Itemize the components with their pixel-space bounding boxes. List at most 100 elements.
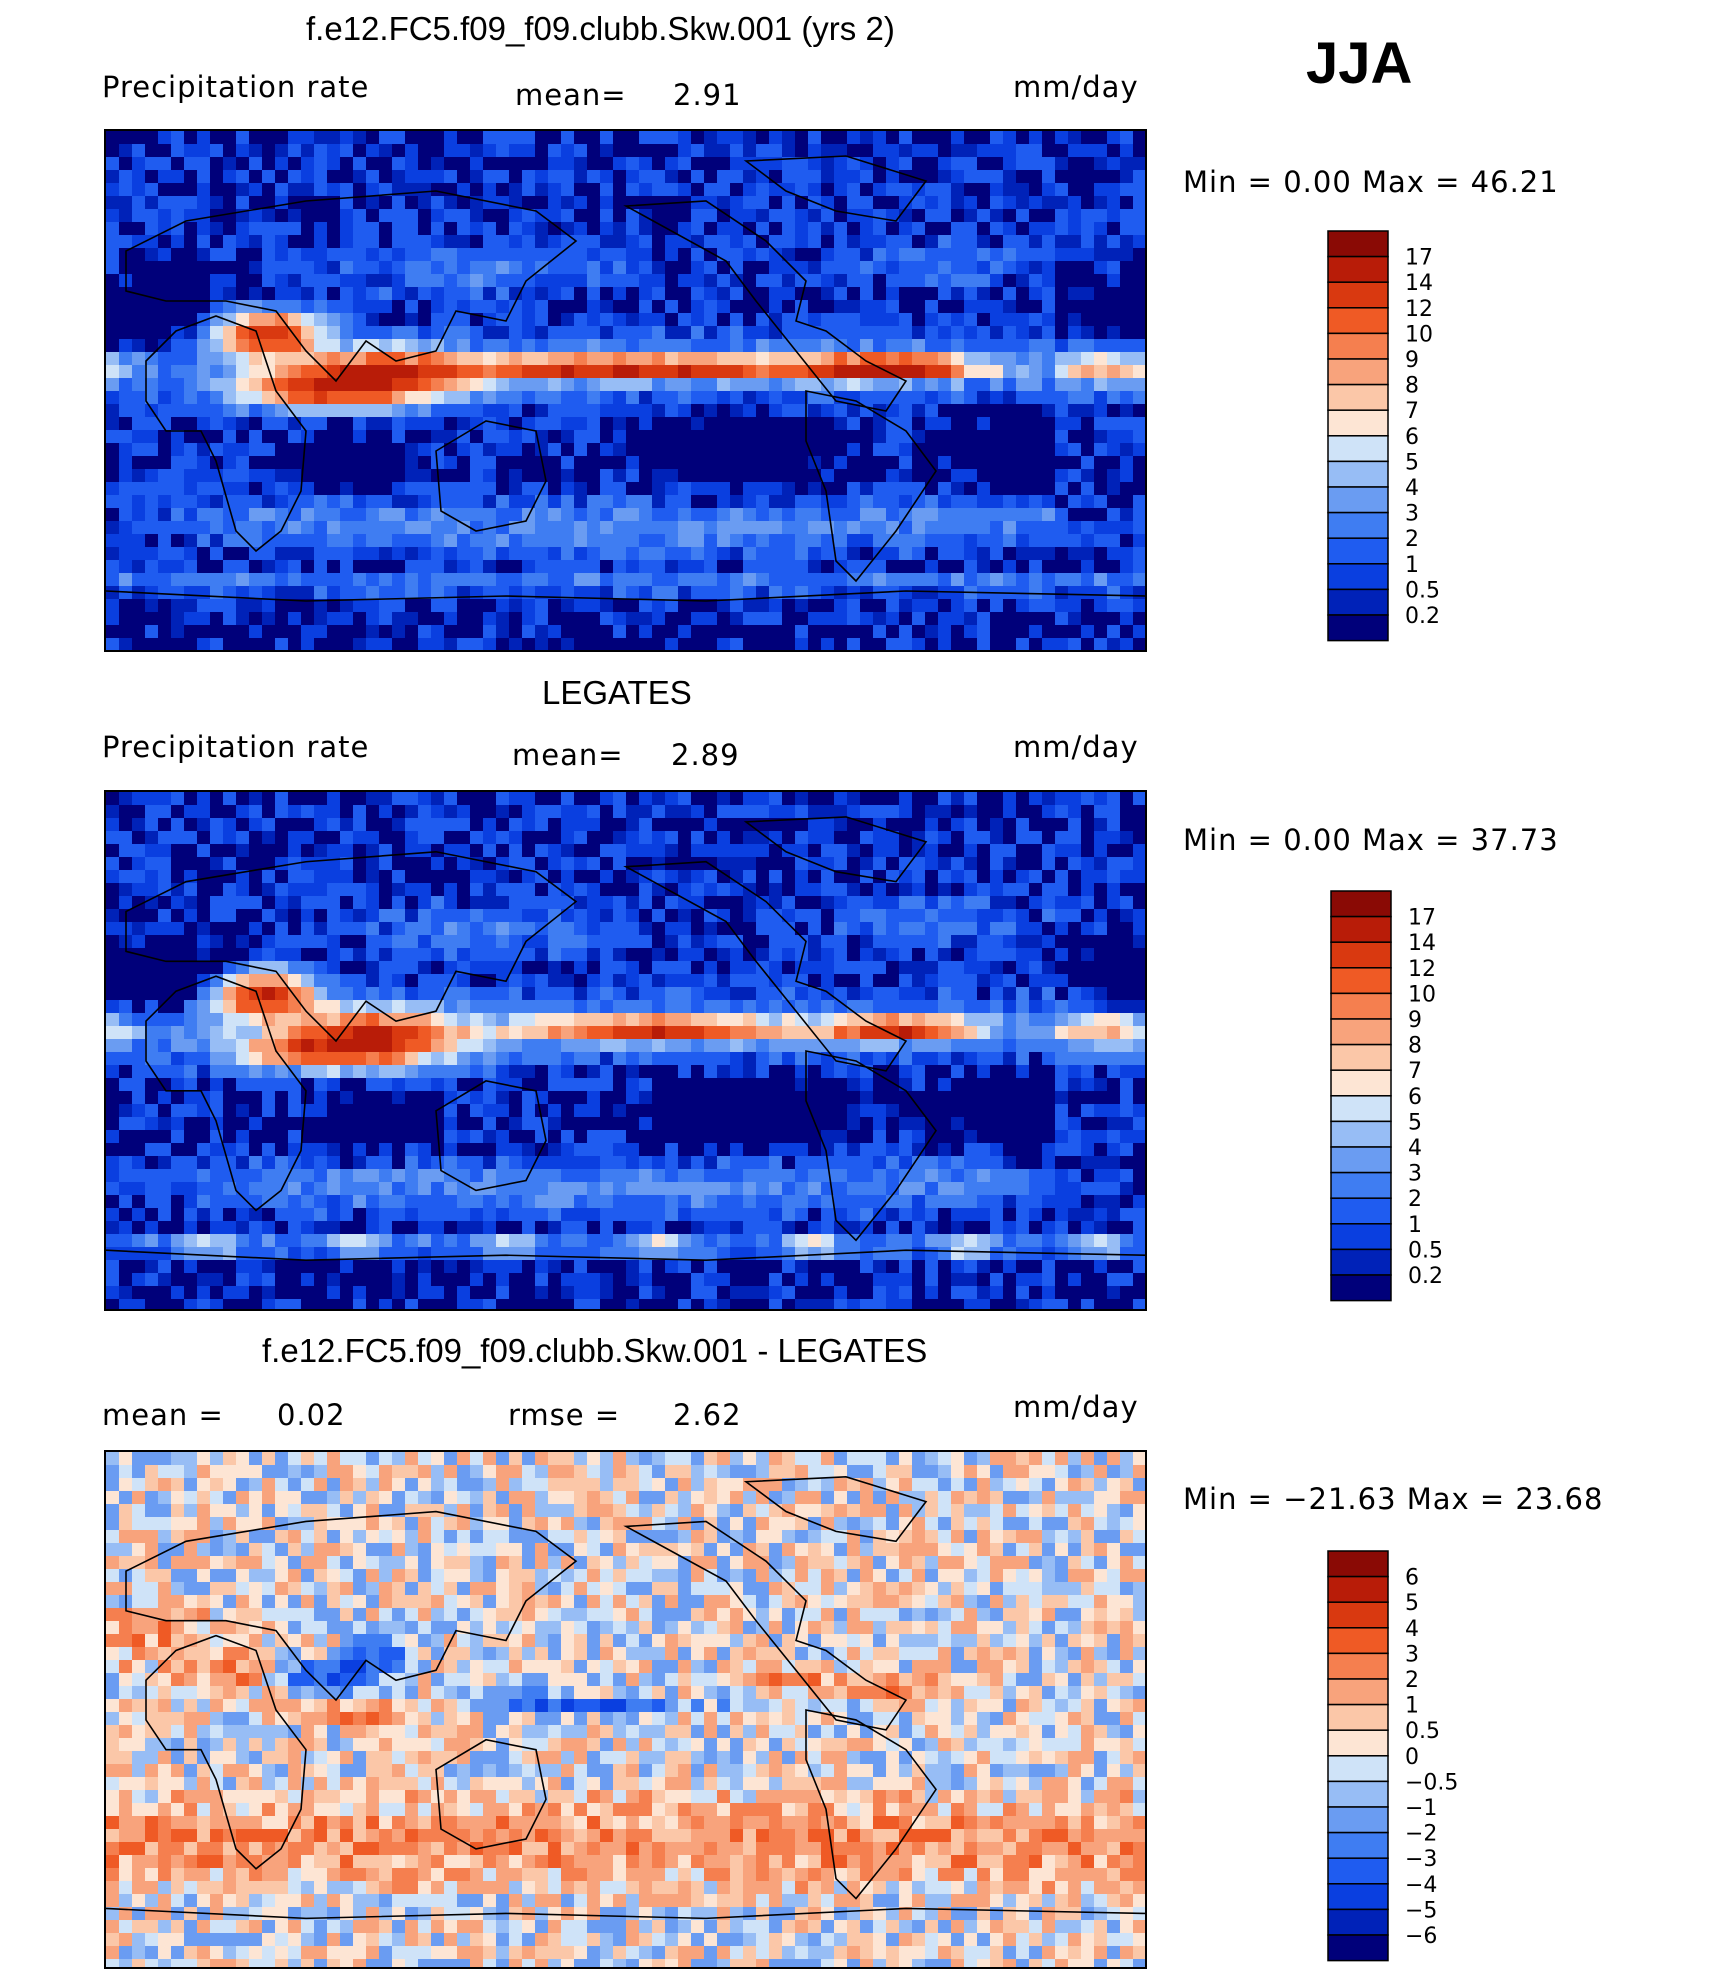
colorbar-tick-label: 0 — [1405, 1745, 1419, 1770]
coastline — [435, 1738, 547, 1850]
colorbar-swatch — [1327, 588, 1389, 616]
panel3-map-svg — [106, 1452, 1145, 1967]
coastline — [623, 200, 908, 412]
colorbar-tick-label: 2 — [1405, 527, 1419, 552]
colorbar-tick-label: 0.2 — [1408, 1264, 1443, 1289]
panel2-title: LEGATES — [542, 674, 692, 711]
colorbar-swatch — [1330, 1069, 1392, 1097]
colorbar-swatch — [1330, 1171, 1392, 1199]
colorbar-tick-label: 10 — [1408, 982, 1436, 1007]
colorbar-swatch — [1327, 435, 1389, 463]
colorbar-tick-label: 8 — [1405, 374, 1419, 399]
colorbar-tick-label: 1 — [1408, 1213, 1422, 1238]
colorbar-swatch — [1330, 1223, 1392, 1251]
coastline — [145, 975, 307, 1212]
coastline — [435, 420, 547, 532]
colorbar-swatch — [1327, 358, 1389, 386]
colorbar-tick-label: −0.5 — [1405, 1770, 1458, 1795]
colorbar-tick-label: 6 — [1408, 1085, 1422, 1110]
colorbar-tick-label: 8 — [1408, 1034, 1422, 1059]
colorbar-swatch — [1327, 1755, 1389, 1783]
colorbar-swatch — [1330, 1018, 1392, 1046]
colorbar-swatch — [1330, 992, 1392, 1020]
panel3-mean-value: 0.02 — [277, 1398, 346, 1432]
colorbar-swatch — [1327, 332, 1389, 360]
colorbar-swatch — [1327, 1550, 1389, 1578]
panel1-mean-value: 2.91 — [673, 78, 742, 112]
colorbar-swatch — [1327, 1601, 1389, 1629]
colorbar-tick-label: −4 — [1405, 1873, 1437, 1898]
coastline — [125, 1510, 578, 1702]
coastline — [125, 850, 578, 1043]
colorbar-tick-label: 14 — [1408, 931, 1436, 956]
colorbar-tick-label: 10 — [1405, 322, 1433, 347]
colorbar-swatch — [1327, 511, 1389, 539]
panel3-colorbar: 6 5 4 3 2 1 0.5 0 −0.5 −1 −2 −3 −4 −5 −6 — [1327, 1550, 1487, 1964]
colorbar-swatch — [1330, 1274, 1392, 1302]
precip-field — [106, 131, 1145, 650]
colorbar-tick-label: −1 — [1405, 1796, 1437, 1821]
colorbar-swatch — [1327, 1627, 1389, 1655]
colorbar-tick-label: 0.2 — [1405, 604, 1440, 629]
coastline — [106, 590, 1145, 602]
colorbar-swatch — [1330, 1120, 1392, 1148]
precip-field — [106, 1452, 1145, 1967]
colorbar-swatch — [1327, 1703, 1389, 1731]
coastline — [805, 1709, 937, 1900]
colorbar-tick-label: 17 — [1405, 246, 1433, 271]
colorbar-swatch — [1330, 1043, 1392, 1071]
colorbar-tick-label: 5 — [1405, 1591, 1419, 1616]
colorbar-swatch — [1327, 281, 1389, 309]
coastline — [805, 1050, 937, 1242]
panel1-colorbar: 17 14 12 10 9 8 7 6 5 4 3 2 1 0.5 0.2 — [1327, 230, 1487, 644]
panel3-map — [104, 1450, 1147, 1969]
coastline — [743, 816, 928, 883]
colorbar-tick-label: −5 — [1405, 1898, 1437, 1923]
coastline — [435, 1080, 547, 1192]
coastline — [623, 1520, 908, 1731]
colorbar-swatch — [1327, 1652, 1389, 1680]
colorbar-tick-label: 2 — [1405, 1668, 1419, 1693]
colorbar-swatch — [1330, 915, 1392, 943]
panel2-units: mm/day — [1013, 730, 1139, 764]
panel2-colorbar: 17 14 12 10 9 8 7 6 5 4 3 2 1 0.5 0.2 — [1330, 890, 1490, 1304]
panel3-mean-label: mean = — [102, 1398, 224, 1432]
panel3-minmax: Min = −21.63 Max = 23.68 — [1183, 1482, 1604, 1516]
coastline — [106, 1249, 1145, 1261]
coastline — [106, 1907, 1145, 1920]
colorbar-swatch — [1327, 1831, 1389, 1859]
colorbar-swatch — [1327, 1908, 1389, 1936]
panel1-map — [104, 129, 1147, 652]
coastline — [145, 1634, 307, 1870]
colorbar-swatch — [1327, 1729, 1389, 1757]
panel1-variable-label: Precipitation rate — [102, 70, 370, 104]
colorbar-swatch — [1327, 1883, 1389, 1911]
colorbar-tick-label: −2 — [1405, 1822, 1437, 1847]
panel1-minmax: Min = 0.00 Max = 46.21 — [1183, 165, 1559, 199]
colorbar-tick-label: 0.5 — [1405, 1719, 1440, 1744]
colorbar-swatch — [1330, 967, 1392, 995]
colorbar-tick-label: 4 — [1408, 1136, 1422, 1161]
panel2-minmax: Min = 0.00 Max = 37.73 — [1183, 823, 1559, 857]
colorbar-tick-label: 6 — [1405, 1566, 1419, 1591]
colorbar-tick-label: 0.5 — [1405, 578, 1440, 603]
colorbar-swatch — [1327, 1806, 1389, 1834]
panel2-map-svg — [106, 792, 1145, 1309]
colorbar-tick-label: 12 — [1408, 957, 1436, 982]
colorbar-tick-label: 5 — [1405, 450, 1419, 475]
colorbar-tick-label: 2 — [1408, 1187, 1422, 1212]
colorbar-tick-label: 5 — [1408, 1110, 1422, 1135]
panel2-map — [104, 790, 1147, 1311]
colorbar-tick-label: 17 — [1408, 906, 1436, 931]
colorbar-swatch — [1327, 1857, 1389, 1885]
panel2-mean-value: 2.89 — [671, 738, 740, 772]
colorbar-tick-label: 14 — [1405, 271, 1433, 296]
colorbar-swatch — [1327, 409, 1389, 437]
panel1-map-svg — [106, 131, 1145, 650]
colorbar-tick-label: 1 — [1405, 1694, 1419, 1719]
colorbar-tick-label: −3 — [1405, 1847, 1437, 1872]
colorbar-swatch — [1330, 890, 1392, 918]
colorbar-tick-label: 12 — [1405, 297, 1433, 322]
